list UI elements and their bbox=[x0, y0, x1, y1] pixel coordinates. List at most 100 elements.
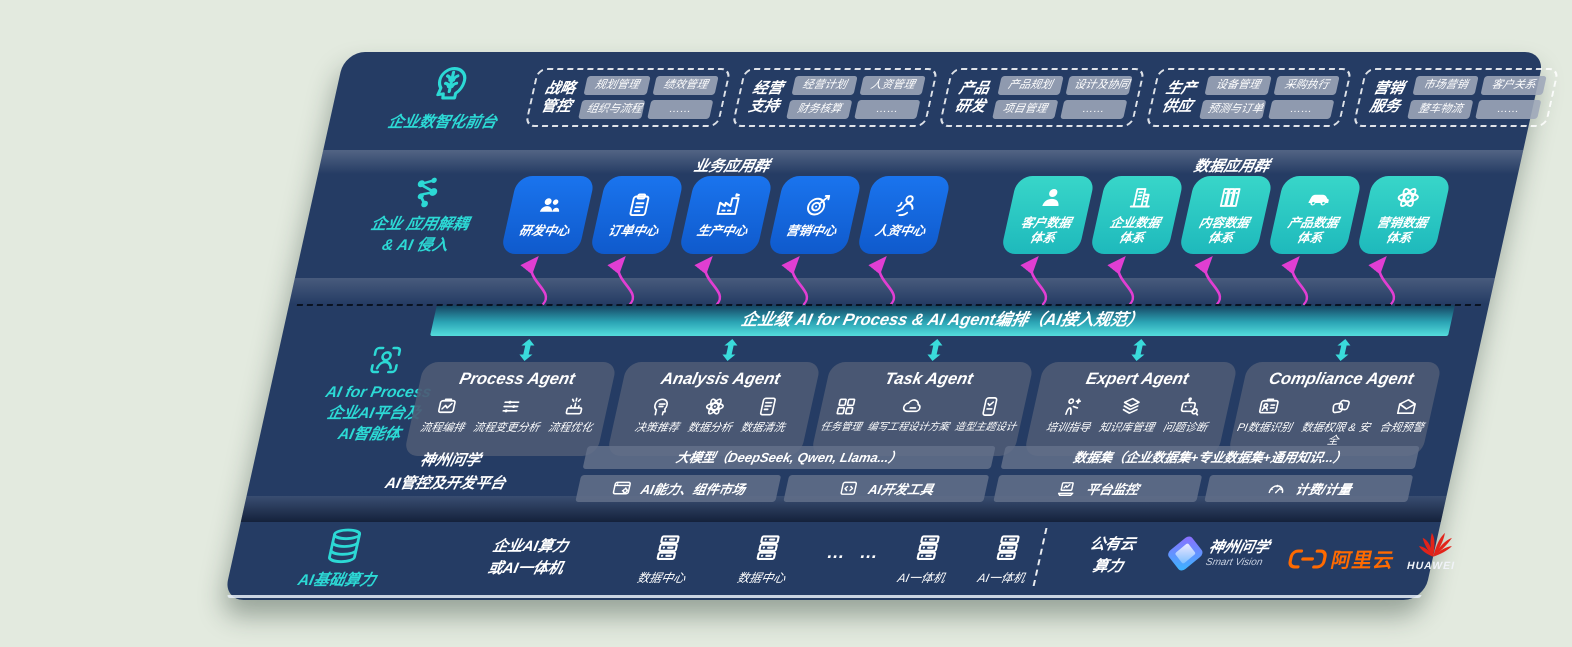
knowledge-layers-icon bbox=[1117, 395, 1145, 418]
chip: …… bbox=[1268, 100, 1335, 119]
model-bar: 大模型（DeepSeek, Qwen, Llama...） bbox=[582, 446, 996, 469]
agents-row: Process Agent 流程编排 流程变更分析 流程优化 Analysis … bbox=[403, 362, 1443, 457]
group-name: 经营支持 bbox=[747, 79, 785, 115]
platform-models-block: 大模型（DeepSeek, Qwen, Llama...） AI能力、组件市场 … bbox=[575, 446, 996, 502]
chip: 设备管理 bbox=[1204, 76, 1272, 95]
chip: 组织与流程 bbox=[577, 100, 646, 119]
data-clean-icon bbox=[753, 395, 781, 418]
huawei-fan-icon bbox=[1416, 530, 1456, 558]
tile-product-data: 产品数据体系 bbox=[1267, 176, 1363, 254]
base-bottom-edge bbox=[226, 595, 1422, 598]
platform-side-label: 神州问学 AI管控及开发平台 bbox=[343, 450, 553, 495]
engineering-cloud-icon bbox=[899, 395, 927, 418]
platform-desc: AI管控及开发平台 bbox=[383, 474, 508, 492]
tile-rd-center: 研发中心 bbox=[500, 176, 596, 254]
cell-monitor: 平台监控 bbox=[993, 475, 1203, 502]
chip: 采购执行 bbox=[1273, 76, 1340, 95]
id-card-icon bbox=[1255, 395, 1283, 418]
tile-content-data: 内容数据体系 bbox=[1178, 176, 1274, 254]
agent-analysis: Analysis Agent 决策推荐 数据分析 数据清洗 bbox=[606, 362, 822, 457]
alert-mail-icon bbox=[1392, 395, 1420, 418]
change-analysis-icon bbox=[497, 395, 525, 418]
team-icon bbox=[890, 192, 923, 219]
agent-task: Task Agent 任务管理 编写工程设计方案 造型主题设计 bbox=[810, 362, 1035, 457]
diagnosis-bot-icon bbox=[1176, 395, 1204, 418]
chip: 产品规划 bbox=[997, 76, 1064, 95]
design-tablet-icon bbox=[976, 395, 1004, 418]
group-marketing: 营销服务 市场营销 客户关系 整车物流 …… bbox=[1352, 68, 1560, 127]
business-tiles: 研发中心 订单中心 生产中心 营销中心 人资中心 bbox=[500, 176, 952, 254]
front-office-caption: 企业数智化前台 bbox=[386, 114, 499, 131]
agent-expert: Expert Agent 培训指导 知识库管理 问题诊断 bbox=[1023, 362, 1238, 457]
group-name: 战略管控 bbox=[539, 79, 578, 115]
chip: 整车物流 bbox=[1407, 100, 1474, 119]
tile-order-center: 订单中心 bbox=[589, 176, 685, 254]
chip: 人资管理 bbox=[859, 76, 926, 95]
task-grid-icon bbox=[832, 395, 860, 418]
factory-icon bbox=[712, 192, 745, 219]
group-strategy: 战略管控 规划管理 绩效管理 组织与流程 …… bbox=[524, 68, 732, 127]
data-apps-title: 数据应用群 bbox=[1192, 158, 1272, 175]
building-icon bbox=[1124, 184, 1157, 211]
agent-compliance: Compliance Agent PI数据识别 数据权限 & 安全 合规预警 bbox=[1226, 362, 1443, 457]
chip: …… bbox=[1059, 100, 1128, 119]
logo-aliyun: 阿里云 bbox=[1285, 544, 1397, 573]
diagram-panel: 企业数智化前台 战略管控 规划管理 绩效管理 组织与流程 …… 经营支持 经营计… bbox=[223, 52, 1560, 600]
tile-enterprise-data: 企业数据体系 bbox=[1089, 176, 1185, 254]
data-analysis-icon bbox=[700, 395, 728, 418]
monitor-icon bbox=[1054, 478, 1080, 499]
server-icon bbox=[750, 532, 787, 562]
chip: 预测与订单 bbox=[1198, 100, 1267, 119]
car-icon bbox=[1302, 184, 1335, 211]
server-icon bbox=[650, 532, 687, 562]
chip: 市场营销 bbox=[1412, 76, 1479, 95]
dev-tools-icon bbox=[836, 478, 862, 499]
tile-customer-data: 客户数据体系 bbox=[1000, 176, 1096, 254]
optimize-icon bbox=[561, 395, 589, 418]
component-market-icon bbox=[609, 478, 635, 499]
chip: 经营计划 bbox=[791, 76, 858, 95]
chip: 绩效管理 bbox=[652, 76, 719, 95]
logo-huawei: HUAWEI bbox=[1406, 530, 1463, 572]
dataset-bar: 数据集（企业数据集+专业数据集+通用知识...） bbox=[1000, 446, 1420, 469]
chip: …… bbox=[854, 100, 921, 119]
data-tiles: 客户数据体系 企业数据体系 内容数据体系 产品数据体系 营销数据体系 bbox=[1000, 176, 1452, 254]
molecule-icon bbox=[405, 174, 449, 210]
decision-icon bbox=[647, 395, 675, 418]
group-name: 生产供应 bbox=[1160, 79, 1199, 115]
chip: 项目管理 bbox=[991, 100, 1058, 119]
front-office-groups: 战略管控 规划管理 绩效管理 组织与流程 …… 经营支持 经营计划 人资管理 财… bbox=[524, 68, 1560, 127]
platform-dataset-block: 数据集（企业数据集+专业数据集+通用知识...） 平台监控 计费/计量 bbox=[993, 446, 1420, 502]
cell-dev-tools: AI开发工具 bbox=[783, 475, 990, 502]
chip: …… bbox=[647, 100, 714, 119]
compute-line2: 或AI一体机 bbox=[486, 559, 565, 577]
workflow-icon bbox=[433, 395, 461, 418]
group-name: 产品研发 bbox=[953, 79, 992, 115]
group-name: 营销服务 bbox=[1368, 79, 1406, 115]
atom-icon bbox=[1391, 184, 1424, 211]
agent-process: Process Agent 流程编排 流程变更分析 流程优化 bbox=[403, 362, 618, 457]
front-office-side-label: 企业数智化前台 bbox=[345, 64, 551, 134]
logo-shenzhou-wenxue: 神州问学 Smart Vision bbox=[1166, 534, 1271, 573]
cell-component-market: AI能力、组件市场 bbox=[575, 475, 782, 502]
user-icon bbox=[1035, 184, 1068, 211]
app-layer-side-label: 企业 应用解耦 & AI 侵入 bbox=[318, 174, 526, 257]
app-layer-caption-line1: 企业 应用解耦 bbox=[369, 216, 471, 233]
permission-link-icon bbox=[1326, 395, 1354, 418]
server-icon bbox=[910, 532, 947, 562]
chip: 财务核算 bbox=[786, 100, 853, 119]
cell-metering: 计费/计量 bbox=[1204, 475, 1414, 502]
people-icon bbox=[534, 192, 567, 219]
dashed-separator bbox=[296, 304, 1482, 306]
node-ai-appliance-2: AI一体机 bbox=[955, 532, 1057, 586]
metering-icon bbox=[1264, 478, 1290, 499]
brain-icon bbox=[424, 64, 478, 108]
chip: 设计及协同 bbox=[1065, 76, 1133, 95]
group-product: 产品研发 产品规划 设计及协同 项目管理 …… bbox=[938, 68, 1146, 127]
clipboard-icon bbox=[623, 192, 656, 219]
person-frame-icon bbox=[364, 342, 408, 378]
server-icon bbox=[990, 532, 1027, 562]
public-cloud-line1: 公有云 bbox=[1088, 536, 1138, 553]
business-apps-title: 业务应用群 bbox=[692, 158, 772, 175]
